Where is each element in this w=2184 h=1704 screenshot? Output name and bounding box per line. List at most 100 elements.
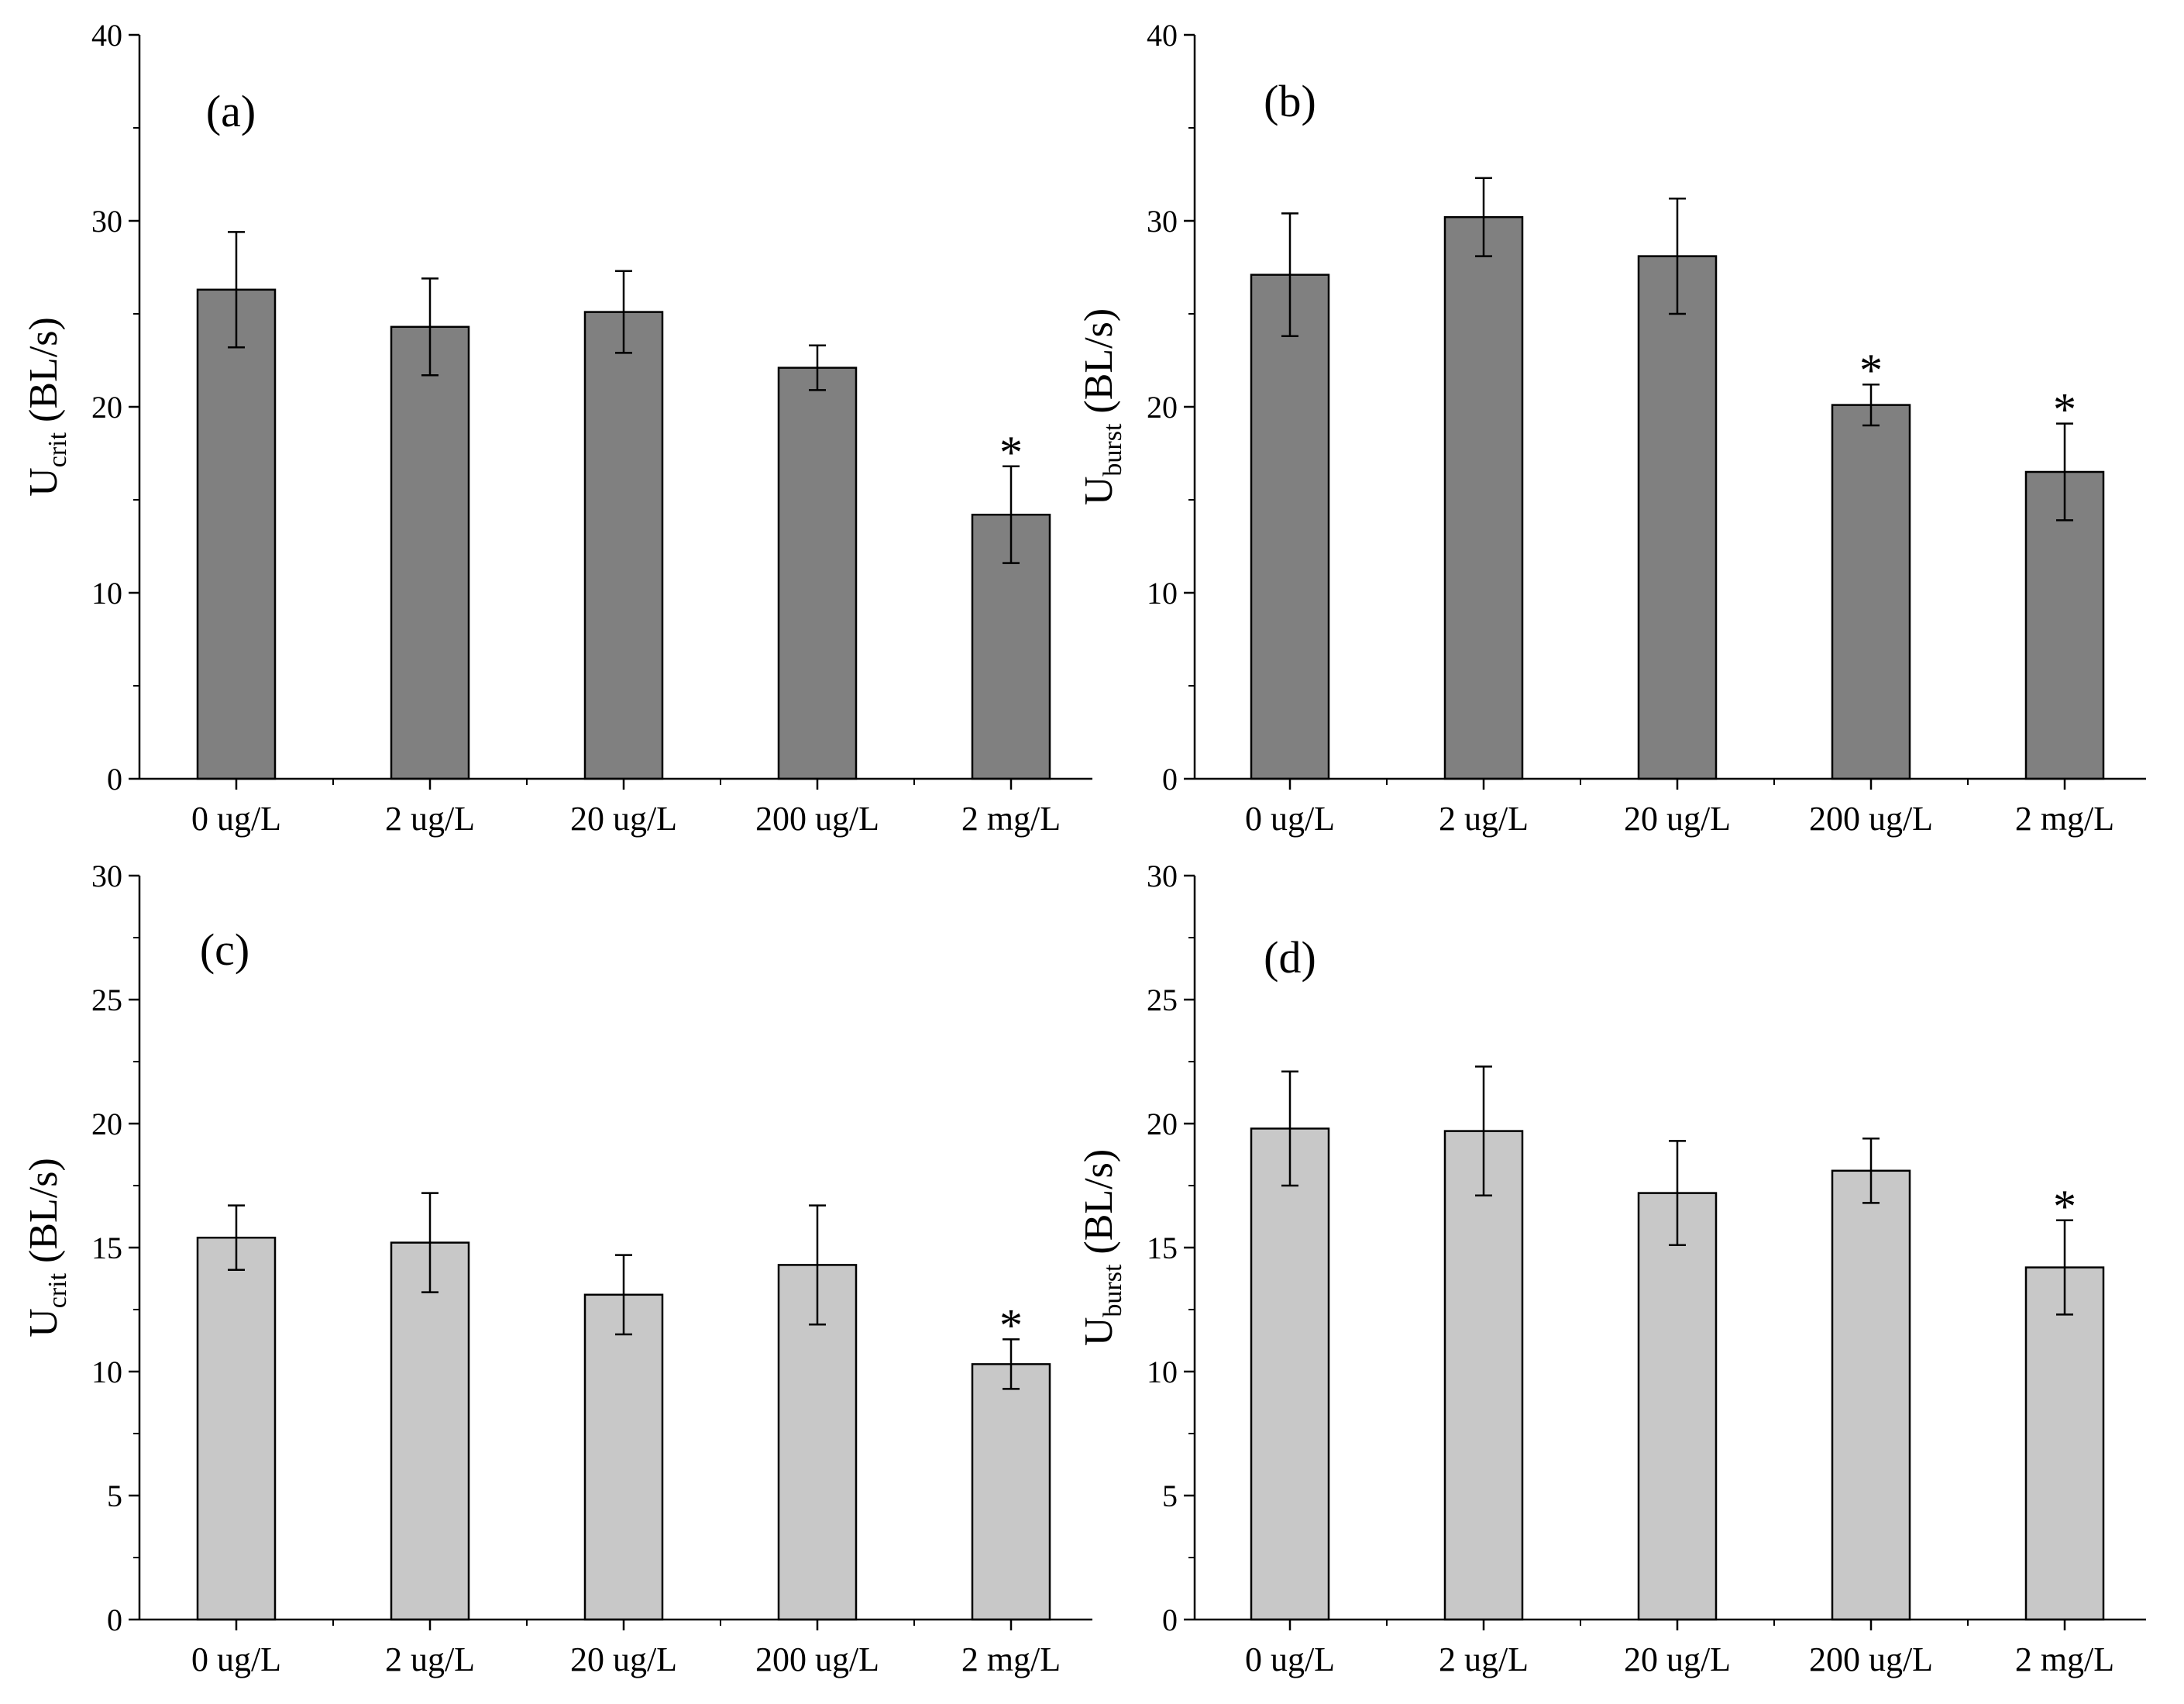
x-tick-label: 2 ug/L — [385, 800, 475, 838]
significance-marker: * — [1859, 345, 1883, 396]
chart-panel-c: * 0 5 10 15 20 25 30 0 ug/L 2 ug/L 20 ug/L 200 ug/L… — [22, 859, 1092, 1678]
y-axis-label-unit: (BL/s) — [22, 317, 66, 432]
x-tick-label: 20 ug/L — [570, 800, 677, 838]
y-axis-label-main: U — [22, 1308, 66, 1337]
significance-marker: * — [999, 1300, 1023, 1351]
x-tick-label: 0 ug/L — [191, 800, 281, 838]
bar — [196, 1236, 277, 1621]
y-tick-label: 30 — [91, 859, 122, 893]
y-axis-label-main: U — [1077, 1317, 1121, 1347]
bar — [1250, 1127, 1330, 1621]
panel-label: (d) — [1264, 932, 1316, 983]
y-tick-label: 20 — [91, 1107, 122, 1141]
x-tick-label: 200 ug/L — [1809, 1640, 1933, 1678]
error-bar — [1003, 1338, 1020, 1390]
y-tick-label: 10 — [1147, 1355, 1178, 1389]
error-bar — [421, 1192, 439, 1293]
error-bar — [1281, 1070, 1298, 1187]
bar — [390, 325, 470, 780]
bar — [1637, 255, 1718, 780]
panel-label: (a) — [206, 86, 256, 136]
error-bar — [809, 344, 826, 391]
error-bar — [1669, 1140, 1686, 1247]
y-tick-label: 5 — [1162, 1479, 1178, 1513]
y-axis-label-subscript: burst — [1099, 423, 1127, 477]
x-tick-label: 20 ug/L — [1624, 1640, 1731, 1678]
bar — [971, 1363, 1051, 1621]
x-tick-label: 2 mg/L — [2015, 1640, 2114, 1678]
chart-panel-a: * 0 10 20 30 40 0 ug/L 2 ug/L 20 ug/L 200 ug/L 2 m… — [22, 18, 1092, 838]
x-tick-label: 2 mg/L — [961, 1640, 1061, 1678]
y-axis-label-unit: (BL/s) — [1077, 1149, 1121, 1265]
y-tick-label: 30 — [91, 204, 122, 239]
bar — [1831, 1169, 1911, 1621]
bar — [2024, 470, 2105, 780]
y-tick-label: 20 — [1147, 390, 1178, 425]
significance-marker: * — [999, 427, 1023, 478]
y-tick-label: 10 — [91, 1355, 122, 1389]
x-tick-label: 20 ug/L — [1624, 800, 1731, 838]
y-tick-label: 0 — [1162, 762, 1178, 797]
y-axis-label-unit: (BL/s) — [22, 1158, 66, 1273]
x-tick-label: 2 ug/L — [1439, 800, 1529, 838]
y-tick-label: 20 — [1147, 1107, 1178, 1141]
chart-panel-b: * * 0 10 20 30 40 0 ug/L 2 ug/L 20 ug/L 200 ug/L 2 … — [1077, 18, 2146, 838]
bar — [1443, 1130, 1524, 1621]
y-tick-label: 10 — [91, 576, 122, 611]
bar — [390, 1241, 470, 1621]
chart-panel-d: * 0 5 10 15 20 25 30 0 ug/L 2 ug/L 20 ug/L 200 ug/L… — [1077, 859, 2146, 1678]
error-bar — [2056, 1219, 2073, 1316]
error-bar — [809, 1204, 826, 1326]
y-axis-label-subscript: crit — [43, 1272, 72, 1308]
y-tick-label: 15 — [1147, 1231, 1178, 1265]
y-tick-label: 0 — [107, 762, 122, 797]
error-bar — [421, 277, 439, 377]
y-tick-label: 25 — [1147, 983, 1178, 1017]
y-axis-label: Ucrit (BL/s) — [22, 1158, 72, 1337]
x-tick-label: 2 ug/L — [385, 1640, 475, 1678]
bar — [777, 367, 858, 780]
x-tick-label: 200 ug/L — [1809, 800, 1933, 838]
y-tick-label: 30 — [1147, 859, 1178, 893]
x-tick-label: 200 ug/L — [755, 800, 879, 838]
y-axis-label-main: U — [1077, 477, 1121, 506]
significance-marker: * — [2053, 1181, 2076, 1232]
x-tick-label: 200 ug/L — [755, 1640, 879, 1678]
error-bar — [228, 1204, 245, 1272]
error-bar — [2056, 422, 2073, 522]
error-bar — [228, 231, 245, 349]
panel-label: (b) — [1264, 76, 1316, 126]
significance-marker: * — [2053, 384, 2076, 435]
y-tick-label: 40 — [1147, 18, 1178, 53]
bar — [2024, 1266, 2105, 1621]
y-axis-label-unit: (BL/s) — [1077, 308, 1121, 424]
error-bar — [1669, 197, 1686, 315]
x-tick-label: 2 mg/L — [961, 800, 1061, 838]
error-bar — [1281, 212, 1298, 338]
x-tick-label: 0 ug/L — [1245, 1640, 1335, 1678]
bar — [583, 1293, 664, 1621]
error-bar — [1475, 1065, 1492, 1197]
bar — [583, 311, 664, 780]
error-bar — [615, 270, 632, 354]
y-axis-label: Uburst (BL/s) — [1077, 1149, 1127, 1346]
x-tick-label: 0 ug/L — [1245, 800, 1335, 838]
error-bar — [1003, 465, 1020, 564]
y-axis-label: Ucrit (BL/s) — [22, 317, 72, 497]
error-bar — [1862, 383, 1880, 427]
error-bar — [615, 1254, 632, 1336]
x-tick-label: 2 mg/L — [2015, 800, 2114, 838]
y-tick-label: 15 — [91, 1231, 122, 1265]
error-bar — [1475, 177, 1492, 257]
bar — [1250, 274, 1330, 780]
y-axis-label-main: U — [22, 467, 66, 497]
y-tick-label: 30 — [1147, 204, 1178, 239]
error-bar — [1862, 1137, 1880, 1204]
x-tick-label: 0 ug/L — [191, 1640, 281, 1678]
y-axis-label: Uburst (BL/s) — [1077, 308, 1127, 505]
bar — [1637, 1192, 1718, 1621]
y-tick-label: 25 — [91, 983, 122, 1017]
x-tick-label: 2 ug/L — [1439, 1640, 1529, 1678]
